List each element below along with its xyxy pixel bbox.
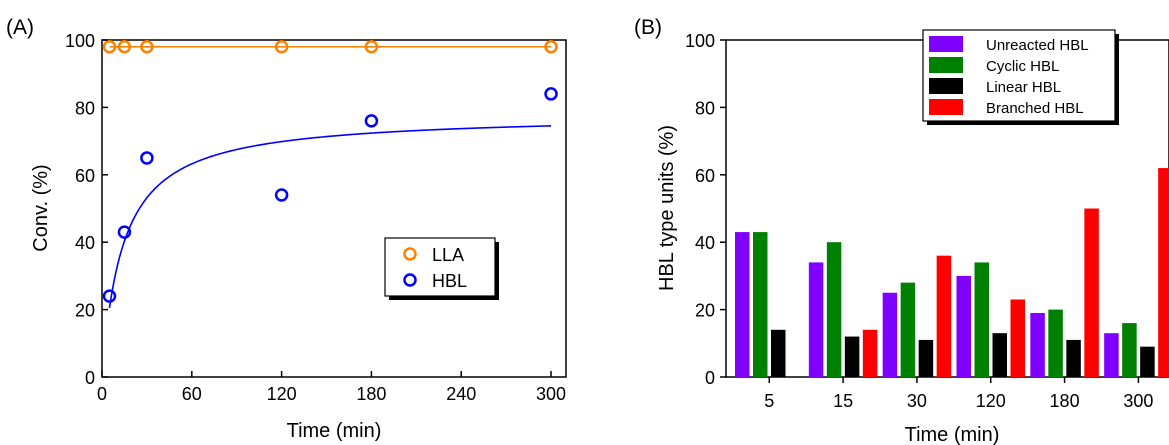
legend-label-linear-hbl: Linear HBL	[986, 79, 1061, 96]
bar-cyclic-hbl	[753, 232, 768, 377]
bar-unreacted-hbl	[808, 262, 824, 377]
legend-label-unreacted-hbl: Unreacted HBL	[986, 37, 1089, 54]
bar-branched-hbl	[1084, 208, 1099, 377]
panel-a-y-tick-label: 100	[65, 31, 95, 51]
data-point-lla	[140, 39, 154, 54]
bar-cyclic-hbl	[900, 282, 916, 377]
panel-a-x-tick-label: 240	[446, 384, 476, 404]
bar-branched-hbl	[1010, 299, 1025, 377]
panel-b-y-tick-label: 40	[695, 233, 715, 253]
panel-b-y-tick-label: 100	[685, 31, 715, 51]
panel-a-plot-frame	[101, 39, 567, 378]
data-point-lla	[102, 39, 117, 54]
bar-linear-hbl	[1066, 339, 1081, 377]
bar-branched-hbl	[862, 329, 878, 377]
bar-unreacted-hbl	[1030, 312, 1045, 377]
bar-branched-hbl	[1158, 168, 1169, 377]
data-point-hbl	[274, 188, 289, 202]
panel-b-bars	[735, 168, 1169, 377]
legend-swatch-cyclic-hbl	[929, 57, 963, 73]
bar-cyclic-hbl	[1122, 323, 1137, 377]
panel-a-x-tick-label: 60	[182, 384, 202, 404]
data-point-lla	[364, 39, 379, 54]
data-point-lla	[117, 39, 132, 54]
panel-b-x-axis-title: Time (min)	[905, 424, 1000, 445]
panel-b-x-tick-label: 15	[833, 391, 853, 411]
legend-label-hbl: HBL	[432, 271, 467, 291]
data-point-hbl	[364, 114, 379, 128]
panel-a-y-tick-label: 80	[75, 98, 95, 118]
panel-b-x-tick-label: 30	[907, 391, 927, 411]
panel-b-x-tick-label: 180	[1050, 391, 1080, 411]
fit-curve-hbl	[108, 125, 552, 308]
legend-marker-lla	[403, 247, 417, 261]
panel-b-legend: Unreacted HBL Cyclic HBL Linear HBL Bran…	[922, 29, 1119, 125]
legend-marker-hbl	[403, 273, 417, 287]
panel-b-y-tick-label: 80	[695, 98, 715, 118]
data-point-hbl	[117, 225, 132, 239]
panel-b-y-axis: 0 20 40 60 80 100	[685, 31, 726, 388]
data-point-lla	[274, 39, 289, 54]
legend-swatch-unreacted-hbl	[929, 36, 963, 52]
panel-b-x-axis: 5 15 30 120 180 300	[764, 377, 1153, 411]
panel-a-x-axis-title: Time (min)	[287, 420, 382, 442]
panel-b-label: (B)	[634, 16, 662, 39]
data-point-hbl	[544, 87, 558, 101]
bar-unreacted-hbl	[1104, 333, 1119, 377]
panel-a-fit-curves	[108, 45, 552, 308]
legend-label-branched-hbl: Branched HBL	[986, 100, 1084, 117]
panel-a-y-axis: 0 20 40 60 80 100	[65, 31, 108, 388]
panel-a-y-tick-label: 20	[75, 301, 95, 321]
data-point-hbl	[140, 151, 154, 165]
bar-cyclic-hbl	[1048, 309, 1063, 377]
bar-linear-hbl	[844, 336, 860, 377]
bar-cyclic-hbl	[826, 242, 842, 377]
panel-b: (B) 0 20 40 60 80 100 5 15 30 120 180 300 Time (mi…	[634, 16, 1169, 445]
panel-a-x-tick-label: 0	[97, 384, 107, 404]
panel-b-x-tick-label: 300	[1123, 391, 1153, 411]
bar-linear-hbl	[918, 339, 934, 377]
legend-swatch-linear-hbl	[929, 78, 963, 94]
panel-a-label: (A)	[6, 16, 34, 39]
data-point-hbl	[102, 289, 117, 303]
data-point-lla	[544, 39, 558, 54]
bar-linear-hbl	[771, 329, 786, 377]
panel-a-x-axis: 0 60 120 180 240 300	[97, 371, 566, 404]
panel-a-legend-box	[384, 237, 496, 297]
panel-a-y-tick-label: 40	[75, 233, 95, 253]
bar-linear-hbl	[992, 333, 1007, 377]
panel-a-data-points	[102, 39, 558, 303]
panel-b-x-tick-label: 120	[976, 391, 1006, 411]
legend-label-lla: LLA	[432, 245, 464, 265]
panel-b-y-tick-label: 20	[695, 301, 715, 321]
bar-unreacted-hbl	[956, 275, 971, 377]
panel-b-x-tick-label: 5	[764, 391, 774, 411]
bar-unreacted-hbl	[735, 232, 750, 377]
panel-a: (A) 0 20 40 60 80 100 0 60 120 180 240 300 Time (m…	[6, 16, 567, 442]
bar-linear-hbl	[1140, 346, 1155, 377]
panel-a-x-tick-label: 120	[267, 384, 297, 404]
bar-branched-hbl	[936, 255, 952, 377]
bar-unreacted-hbl	[882, 292, 898, 377]
panel-b-y-tick-label: 60	[695, 166, 715, 186]
panel-b-y-axis-title: HBL type units (%)	[656, 125, 678, 291]
panel-a-x-tick-label: 300	[536, 384, 566, 404]
panel-a-legend: LLA HBL	[384, 237, 499, 300]
panel-a-y-axis-title: Conv. (%)	[30, 164, 52, 251]
panel-a-y-tick-label: 60	[75, 166, 95, 186]
panel-b-y-tick-label: 0	[705, 368, 715, 388]
legend-swatch-branched-hbl	[929, 99, 963, 115]
legend-label-cyclic-hbl: Cyclic HBL	[986, 58, 1059, 75]
panel-a-y-tick-label: 0	[85, 368, 95, 388]
bar-cyclic-hbl	[974, 262, 989, 377]
panel-a-x-tick-label: 180	[356, 384, 386, 404]
